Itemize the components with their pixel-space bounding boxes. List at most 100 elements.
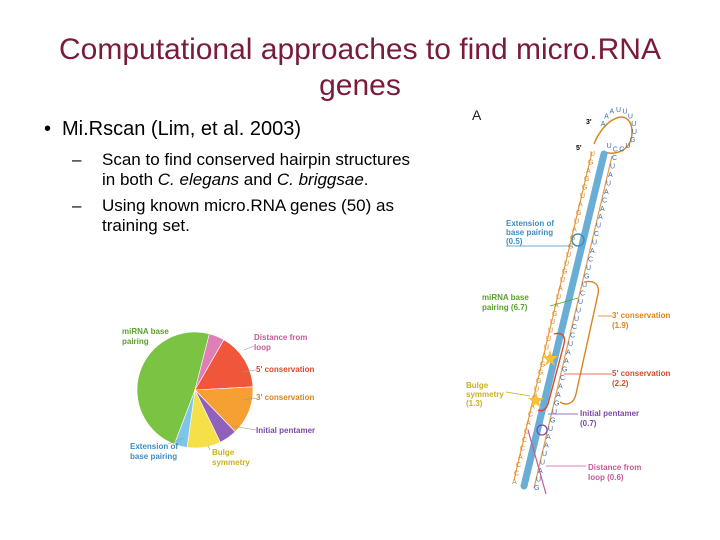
nucleotide-3prime-arm: C bbox=[602, 197, 607, 204]
pentamer-circle bbox=[536, 424, 548, 436]
pie-label-extension-2: base pairing bbox=[130, 452, 177, 461]
bullet-text: Mi.Rscan (Lim, et al. 2003) bbox=[62, 118, 301, 140]
nucleotide-5prime-arm: A bbox=[572, 227, 577, 234]
loop-nucleotide: U bbox=[625, 143, 630, 150]
nucleotide-3prime-arm: C bbox=[560, 375, 565, 382]
hp-label-3prime-2: (1.9) bbox=[612, 321, 629, 330]
pie-label-3prime: 3' conservation bbox=[256, 393, 314, 402]
sub2-line1: Using known micro.RNA genes (50) as bbox=[102, 196, 394, 215]
nucleotide-5prime-arm: A bbox=[554, 302, 559, 309]
nucleotide-3prime-arm: A bbox=[538, 468, 543, 475]
nucleotide-3prime-arm: C bbox=[580, 290, 585, 297]
nucleotide-3prime-arm: U bbox=[606, 180, 611, 187]
nucleotide-3prime-arm: G bbox=[534, 485, 539, 492]
nucleotide-5prime-arm: G bbox=[588, 159, 593, 166]
hp-label-extension-2: base pairing bbox=[506, 228, 553, 237]
nucleotide-5prime-arm: G bbox=[576, 210, 581, 217]
nucleotide-3prime-arm: A bbox=[546, 434, 551, 441]
bracket-5prime bbox=[537, 332, 566, 412]
nucleotide-5prime-arm: G bbox=[536, 378, 541, 385]
bulge-star-1 bbox=[542, 350, 558, 366]
nucleotide-3prime-arm: U bbox=[540, 460, 545, 467]
pie-slice-extension-of-base-pairing bbox=[174, 389, 196, 448]
hp-label-bulge-2: symmetry bbox=[466, 390, 504, 399]
nucleotide-3prime-arm: U bbox=[568, 341, 573, 348]
loop-nucleotide: A bbox=[601, 121, 606, 128]
nucleotide-5prime-arm: A bbox=[526, 420, 531, 427]
pie-label-extension-1: Extension of bbox=[130, 442, 178, 451]
nucleotide-5prime-arm: G bbox=[538, 370, 543, 377]
nucleotide-5prime-arm: C bbox=[528, 412, 533, 419]
loop-nucleotide: U bbox=[632, 129, 637, 136]
pie-slice-5-conservation bbox=[194, 339, 254, 391]
nucleotide-3prime-arm: A bbox=[544, 443, 549, 450]
nucleotide-3prime-arm: G bbox=[562, 367, 567, 374]
pie-label-bulge-1: Bulge bbox=[212, 448, 235, 457]
pie-label-distance-1: Distance from bbox=[254, 333, 307, 342]
nucleotide-3prime-arm: A bbox=[558, 384, 563, 391]
nucleotide-3prime-arm: A bbox=[556, 392, 561, 399]
pie-label-5prime: 5' conservation bbox=[256, 365, 314, 374]
nucleotide-5prime-arm: G bbox=[540, 361, 545, 368]
nucleotide-3prime-arm: U bbox=[610, 164, 615, 171]
five-prime-end: 5' bbox=[576, 145, 582, 152]
nucleotide-3prime-arm: C bbox=[588, 257, 593, 264]
nucleotide-3prime-arm: G bbox=[584, 274, 589, 281]
hp-label-distance-1: Distance from bbox=[588, 463, 641, 472]
nucleotide-5prime-arm: U bbox=[574, 218, 579, 225]
nucleotide-3prime-arm: U bbox=[578, 299, 583, 306]
terminal-loop bbox=[593, 116, 633, 154]
nucleotide-3prime-arm: U bbox=[586, 265, 591, 272]
title-line-2: genes bbox=[319, 69, 401, 102]
hp-label-extension-3: (0.5) bbox=[506, 237, 523, 246]
nucleotide-5prime-arm: C bbox=[524, 429, 529, 436]
nucleotide-5prime-arm: G bbox=[568, 244, 573, 251]
nucleotide-5prime-arm: G bbox=[552, 311, 557, 318]
nucleotide-3prime-arm: U bbox=[592, 240, 597, 247]
pie-label-distance-2: loop bbox=[254, 343, 271, 352]
nucleotide-3prime-arm: C bbox=[594, 231, 599, 238]
hp-label-mirna-1: miRNA base bbox=[482, 293, 529, 302]
loop-nucleotide: U bbox=[607, 143, 612, 150]
hp-label-extension-1: Extension of bbox=[506, 219, 554, 228]
nucleotide-3prime-arm: C bbox=[570, 333, 575, 340]
hp-label-bulge-1: Bulge bbox=[466, 381, 489, 390]
nucleotide-5prime-arm: U bbox=[544, 344, 549, 351]
nucleotide-3prime-arm: A bbox=[600, 206, 605, 213]
panel-letter: A bbox=[472, 107, 482, 123]
bulge-star-2 bbox=[528, 392, 544, 408]
nucleotide-3prime-arm: A bbox=[608, 172, 613, 179]
pie-slice-mirna-base-pairing bbox=[136, 331, 210, 445]
bracket-3prime bbox=[559, 280, 600, 405]
hp-label-pentamer-2: (0.7) bbox=[580, 419, 597, 428]
nucleotide-3prime-arm: U bbox=[582, 282, 587, 289]
nucleotide-5prime-arm: C bbox=[514, 471, 519, 478]
loop-nucleotide: C bbox=[619, 147, 624, 154]
loop-nucleotide: A bbox=[610, 109, 615, 116]
nucleotide-5prime-arm: A bbox=[558, 286, 563, 293]
hp-label-mirna-2: pairing (6.7) bbox=[482, 303, 528, 312]
nucleotide-5prime-arm: A bbox=[512, 479, 517, 486]
three-prime-end: 3' bbox=[586, 119, 592, 126]
nucleotide-3prime-arm: A bbox=[604, 189, 609, 196]
nucleotide-3prime-arm: C bbox=[572, 324, 577, 331]
nucleotide-5prime-arm: A bbox=[518, 454, 523, 461]
sub2-line2: training set. bbox=[102, 216, 190, 235]
loop-nucleotide: G bbox=[630, 137, 635, 144]
loop-nucleotide: U bbox=[631, 121, 636, 128]
nucleotide-5prime-arm: U bbox=[560, 277, 565, 284]
nucleotide-5prime-arm: C bbox=[520, 445, 525, 452]
extension-circle bbox=[571, 233, 585, 247]
stem-nucleotides: UGAGGUAGUAGGUUGUAUAGUUUUAGGGUCACACCCACCA… bbox=[512, 151, 617, 492]
hp-label-bulge-3: (1.3) bbox=[466, 399, 483, 408]
nucleotide-5prime-arm: U bbox=[564, 260, 569, 267]
loop-nucleotide: A bbox=[604, 114, 609, 121]
stem bbox=[513, 150, 613, 490]
hp-label-5prime-1: 5' conservation bbox=[612, 369, 670, 378]
nucleotide-3prime-arm: U bbox=[574, 316, 579, 323]
nucleotide-5prime-arm: U bbox=[580, 193, 585, 200]
hp-label-pentamer-1: Initial pentamer bbox=[580, 409, 639, 418]
nucleotide-5prime-arm: G bbox=[562, 269, 567, 276]
sub1-line2: in both C. elegans and C. briggsae. bbox=[102, 170, 369, 189]
